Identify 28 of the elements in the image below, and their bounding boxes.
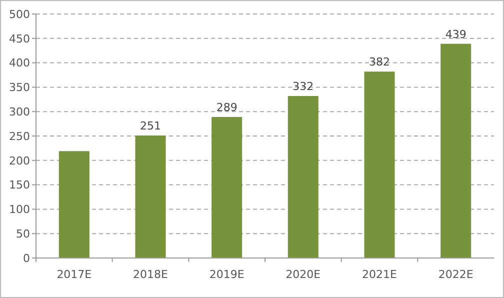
data-label: 289 xyxy=(216,100,238,114)
x-tick-label: 2018E xyxy=(133,268,168,281)
y-tick-label: 250 xyxy=(9,130,30,143)
y-tick-label: 150 xyxy=(9,178,30,192)
x-tick-label: 2021E xyxy=(362,268,398,281)
bar xyxy=(364,72,395,258)
x-tick-label: 2020E xyxy=(286,268,321,281)
y-tick-label: 0 xyxy=(23,252,30,265)
y-tick-label: 350 xyxy=(9,81,30,94)
x-tick-label: 2022E xyxy=(438,268,474,281)
y-tick-label: 500 xyxy=(9,8,30,21)
y-tick-label: 100 xyxy=(9,203,30,216)
y-tick-label: 450 xyxy=(9,32,30,46)
y-tick-label: 200 xyxy=(9,154,30,168)
y-tick-label: 300 xyxy=(9,105,30,118)
bar xyxy=(440,44,472,258)
data-label: 251 xyxy=(140,120,161,133)
bar xyxy=(135,136,166,258)
x-tick-label: 2019E xyxy=(209,268,244,281)
bar xyxy=(212,116,242,258)
data-label: 439 xyxy=(445,28,466,41)
y-tick-label: 400 xyxy=(9,56,30,70)
y-tick-label: 50 xyxy=(16,227,30,240)
x-tick-label: 2017E xyxy=(56,268,92,281)
data-label: 382 xyxy=(369,56,390,69)
bar xyxy=(58,151,90,258)
data-label: 332 xyxy=(292,80,314,93)
bar xyxy=(288,96,318,258)
